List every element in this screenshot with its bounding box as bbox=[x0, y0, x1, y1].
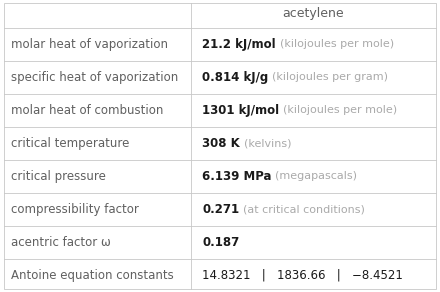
Text: acetylene: acetylene bbox=[282, 7, 345, 20]
Text: 14.8321   |   1836.66   |   −8.4521: 14.8321 | 1836.66 | −8.4521 bbox=[202, 269, 403, 282]
Text: 0.271: 0.271 bbox=[202, 203, 239, 216]
Text: 0.187: 0.187 bbox=[202, 236, 240, 249]
Text: acentric factor ω: acentric factor ω bbox=[11, 236, 111, 249]
Text: specific heat of vaporization: specific heat of vaporization bbox=[11, 71, 178, 84]
Text: 21.2 kJ/mol: 21.2 kJ/mol bbox=[202, 38, 276, 51]
Text: critical temperature: critical temperature bbox=[11, 137, 129, 150]
Text: 0.814 kJ/g: 0.814 kJ/g bbox=[202, 71, 269, 84]
Text: Antoine equation constants: Antoine equation constants bbox=[11, 269, 174, 282]
Text: (kilojoules per mole): (kilojoules per mole) bbox=[283, 105, 397, 115]
Text: molar heat of vaporization: molar heat of vaporization bbox=[11, 38, 168, 51]
Text: (at critical conditions): (at critical conditions) bbox=[243, 204, 365, 214]
Text: (kilojoules per mole): (kilojoules per mole) bbox=[279, 39, 394, 49]
Text: compressibility factor: compressibility factor bbox=[11, 203, 139, 216]
Text: 6.139 MPa: 6.139 MPa bbox=[202, 170, 272, 183]
Text: 308 K: 308 K bbox=[202, 137, 240, 150]
Text: 1301 kJ/mol: 1301 kJ/mol bbox=[202, 104, 279, 117]
Text: (kilojoules per gram): (kilojoules per gram) bbox=[272, 72, 388, 82]
Text: (kelvins): (kelvins) bbox=[244, 138, 291, 148]
Text: (megapascals): (megapascals) bbox=[275, 171, 357, 181]
Text: critical pressure: critical pressure bbox=[11, 170, 106, 183]
Text: molar heat of combustion: molar heat of combustion bbox=[11, 104, 163, 117]
